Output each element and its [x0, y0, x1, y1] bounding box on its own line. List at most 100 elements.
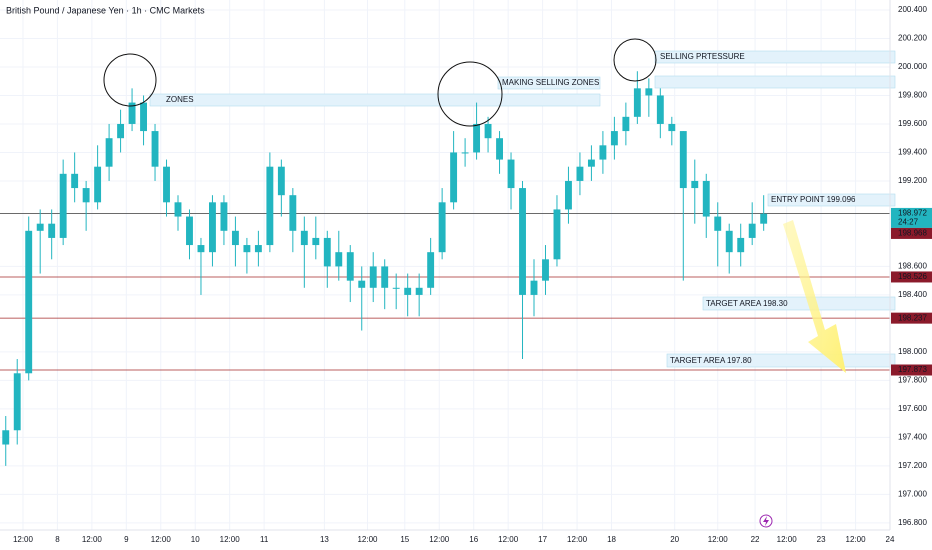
candle-body — [312, 237, 320, 246]
x-tick-label: 18 — [607, 535, 616, 544]
candle-body — [565, 180, 572, 210]
y-tick-label: 197.600 — [898, 404, 927, 413]
circle — [437, 61, 503, 127]
event-icon — [763, 516, 769, 526]
candle-body — [289, 195, 297, 231]
arrow — [783, 220, 846, 373]
candle-body — [358, 280, 366, 288]
candle-body — [151, 131, 159, 167]
x-tick-label: 12:00 — [429, 535, 450, 544]
x-tick-label: 16 — [469, 535, 478, 544]
x-tick-label: 12:00 — [777, 535, 798, 544]
x-tick-label: 12:00 — [498, 535, 519, 544]
y-tick-label: 196.800 — [898, 518, 927, 527]
y-tick-label: 200.000 — [898, 62, 927, 71]
candle-body — [105, 138, 113, 167]
x-tick-label: 12:00 — [82, 535, 103, 544]
candle-body — [209, 202, 216, 253]
x-tick-label: 12:00 — [220, 535, 241, 544]
y-tick-label: 199.800 — [898, 91, 927, 100]
candle-body — [94, 166, 102, 203]
price-badge — [891, 312, 932, 324]
chart-title: British Pound / Japanese Yen · 1h · CMC … — [6, 5, 205, 15]
candle-body — [450, 152, 458, 203]
candle-body — [587, 159, 595, 167]
y-tick-label: 200.200 — [898, 34, 927, 43]
circles — [103, 38, 657, 127]
y-tick-label: 197.000 — [898, 489, 927, 498]
x-tick-label: 24 — [886, 535, 895, 544]
candle-body — [691, 180, 699, 189]
annotation: TARGET AREA 198.30 — [706, 299, 788, 308]
candle-body — [484, 123, 492, 139]
x-tick-label: 17 — [538, 535, 547, 544]
candle-body — [427, 252, 435, 288]
candle-body — [714, 216, 722, 231]
y-tick-label: 199.200 — [898, 176, 927, 185]
annotation: ZONES — [166, 95, 194, 104]
price-badge-label: 197.873 — [898, 365, 927, 374]
y-tick-label: 197.800 — [898, 376, 927, 385]
zones — [149, 50, 896, 368]
candle-body — [461, 152, 469, 154]
candle-body — [392, 287, 400, 289]
annotation: TARGET AREA 197.80 — [670, 356, 752, 365]
price-badge-label: 198.526 — [898, 272, 927, 281]
circle — [613, 38, 657, 82]
candle-body — [220, 202, 228, 231]
candle-body — [254, 245, 262, 253]
y-tick-label: 198.600 — [898, 262, 927, 271]
axes: 200.400 200.200 200.000 199.800 199.600 199.4… — [13, 5, 932, 544]
candle-body — [13, 373, 21, 431]
candle-body — [71, 173, 79, 189]
x-tick-label: 22 — [751, 535, 760, 544]
zone-box — [654, 75, 896, 89]
candle-body — [530, 280, 538, 295]
candle-body — [645, 88, 653, 96]
price-badge-label: 198.237 — [898, 313, 927, 322]
y-tick-label: 197.400 — [898, 433, 927, 442]
price-badge — [891, 207, 932, 228]
candle-body — [473, 123, 481, 153]
candle-body — [576, 166, 584, 181]
y-tick-label: 197.200 — [898, 461, 927, 470]
candle-body — [496, 138, 503, 160]
x-tick-label: 9 — [124, 535, 129, 544]
x-tick-label: 15 — [400, 535, 409, 544]
candle-body — [174, 202, 182, 217]
annotation: SELLING PRTESSURE — [660, 52, 745, 61]
zone-box — [702, 296, 896, 311]
price-badge — [891, 227, 932, 239]
candle-body — [2, 430, 10, 445]
x-tick-label: 20 — [670, 535, 679, 544]
candle-body — [542, 259, 549, 281]
candle-body — [760, 213, 768, 224]
x-tick-label: 12:00 — [151, 535, 172, 544]
candle-body — [656, 95, 664, 124]
candle-body — [59, 173, 67, 238]
price-badge-label: 198.968 — [898, 229, 927, 238]
candle-body — [231, 230, 239, 246]
candle-body — [128, 102, 136, 124]
x-tick-label: 11 — [260, 535, 269, 544]
candle-body — [702, 180, 710, 217]
x-tick-label: 12:00 — [708, 535, 729, 544]
x-tick-label: 8 — [55, 535, 60, 544]
candle-body — [346, 252, 354, 281]
candle-body — [748, 223, 756, 238]
candle-body — [163, 166, 170, 203]
price-badge — [891, 271, 932, 283]
candle-body — [381, 266, 389, 288]
candle-body — [438, 202, 446, 253]
candle-body — [415, 287, 423, 295]
candle-body — [48, 223, 56, 238]
candle-body — [243, 245, 251, 253]
y-tick-label: 199.400 — [898, 148, 927, 157]
candle-body — [599, 145, 607, 160]
x-tick-label: 12:00 — [13, 535, 34, 544]
x-tick-label: 10 — [191, 535, 200, 544]
candle-body — [725, 230, 733, 253]
candle-body — [82, 188, 90, 203]
candle-body — [197, 245, 205, 253]
